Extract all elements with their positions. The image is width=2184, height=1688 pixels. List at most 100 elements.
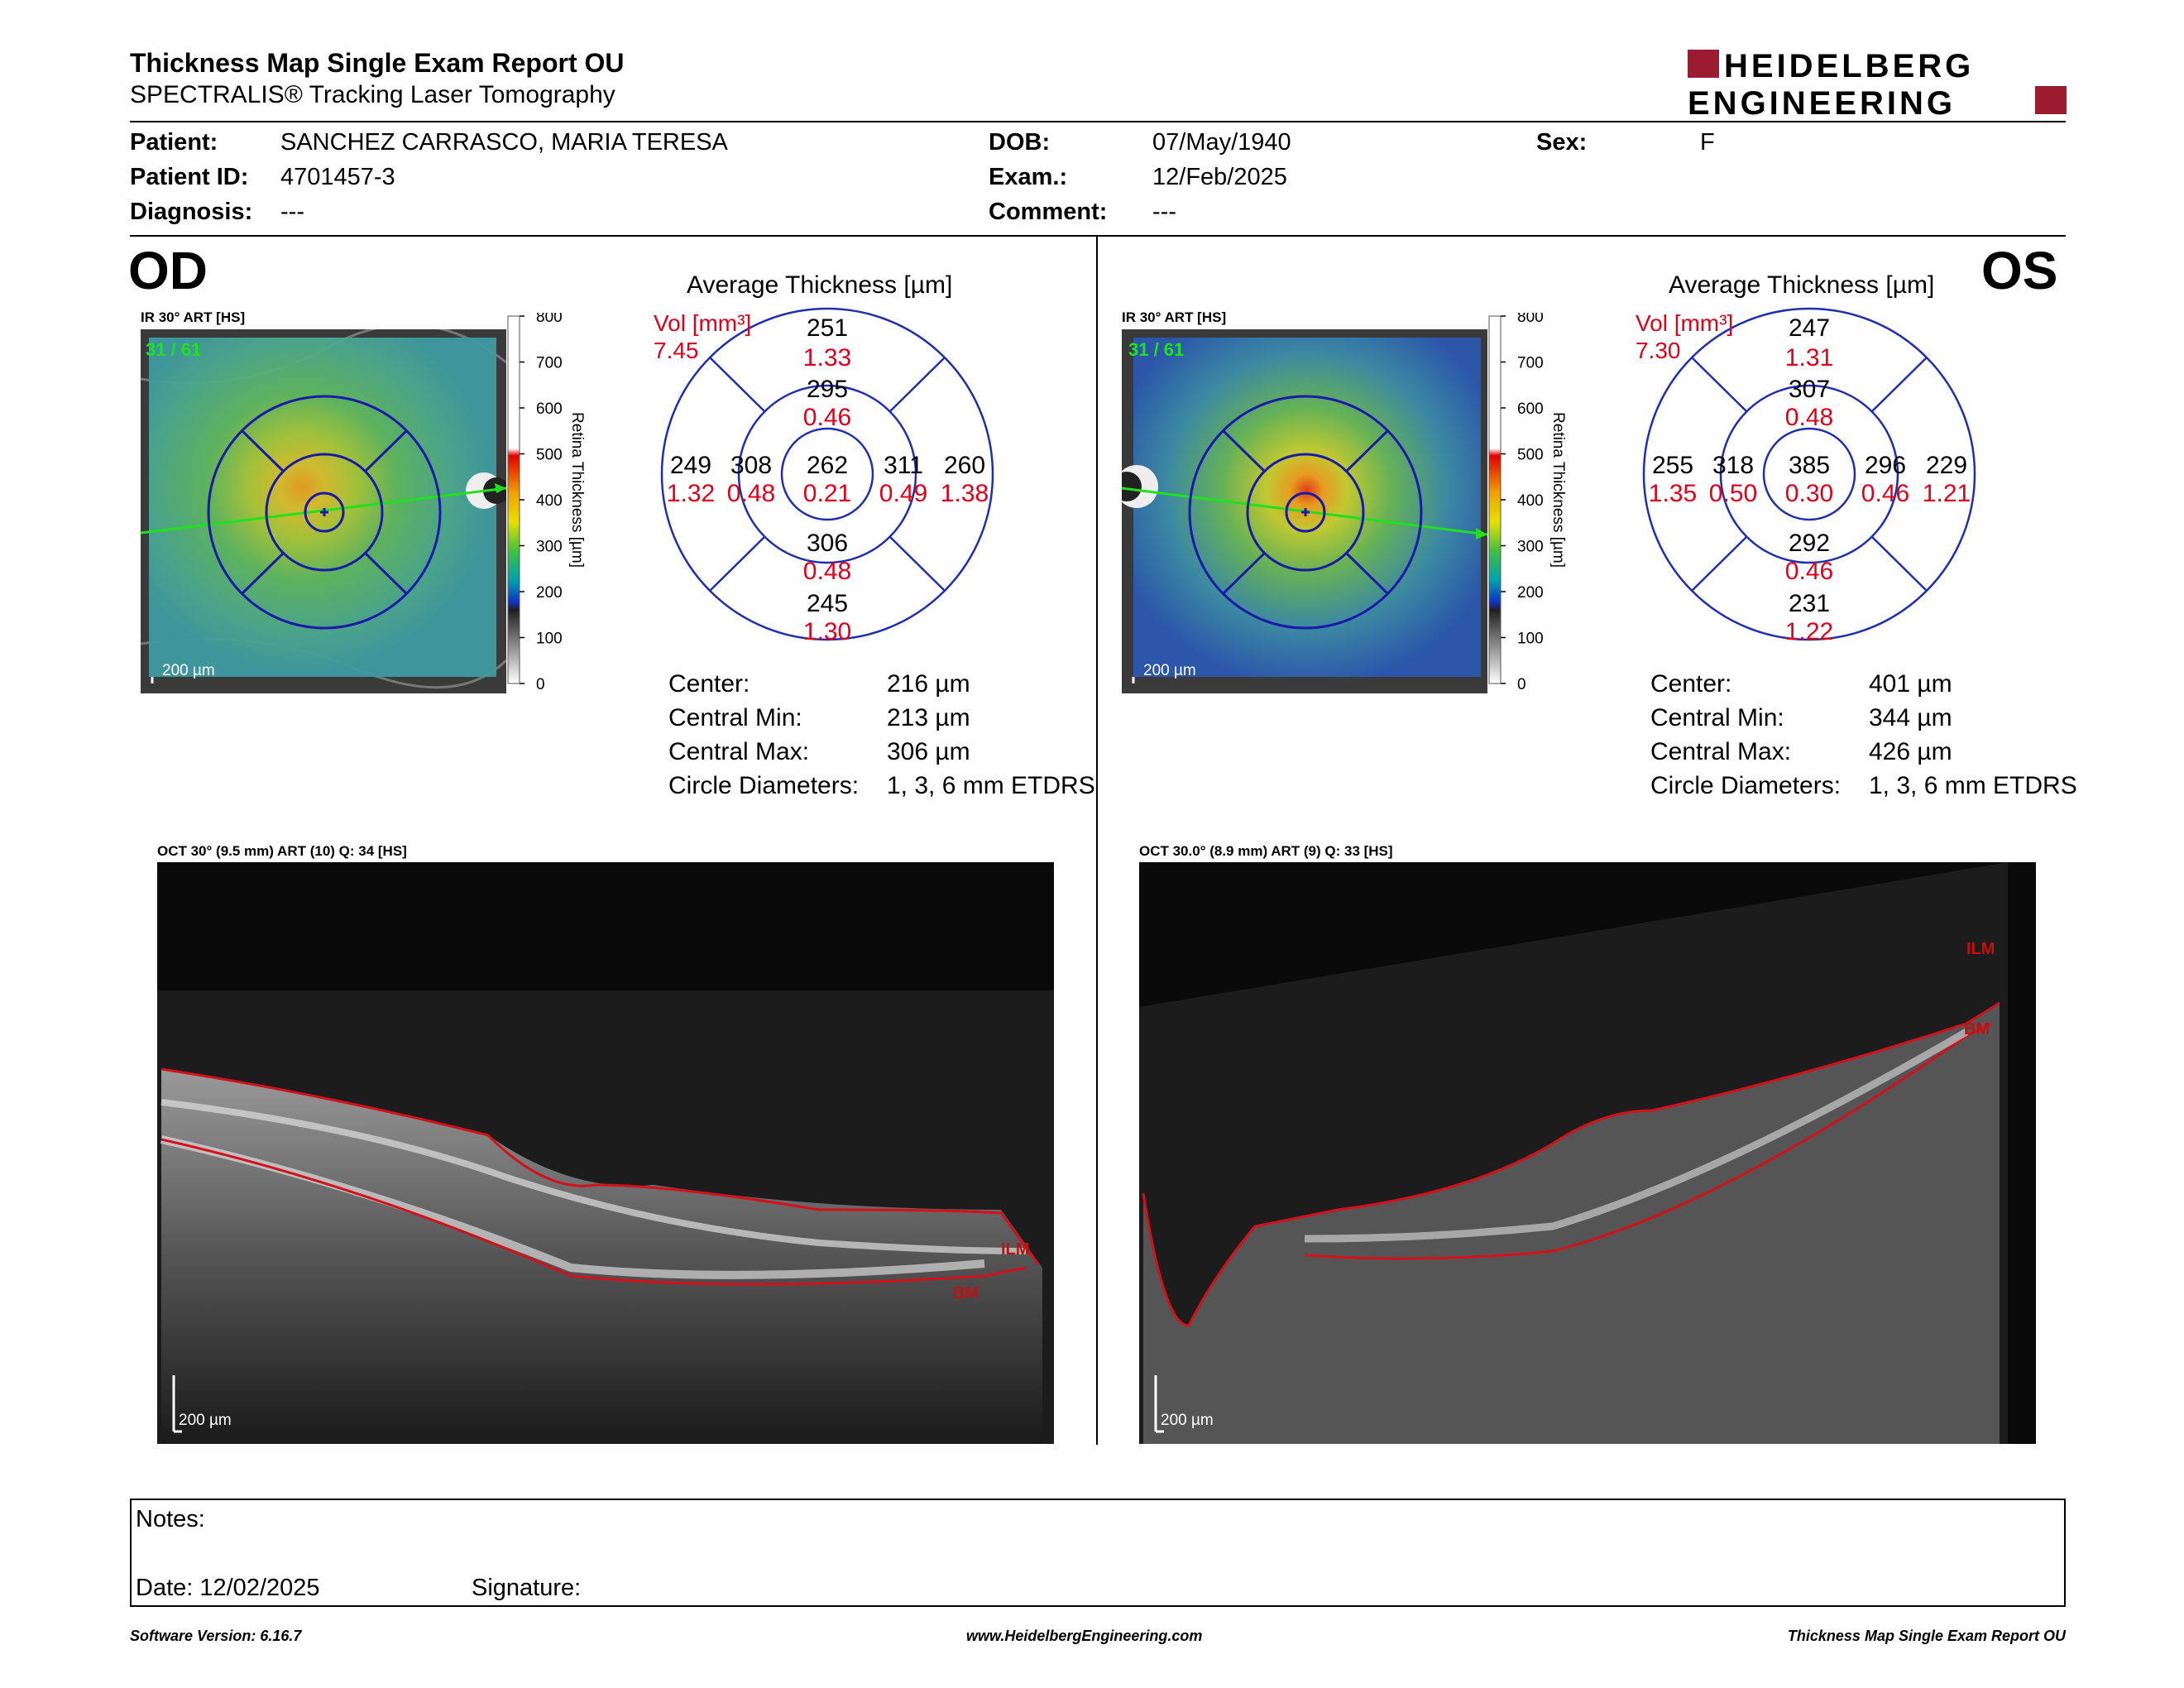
od-outer-temp-thk: 249 xyxy=(670,452,711,479)
colorbar-tick-label: 700 xyxy=(536,355,563,372)
od-inner-sup-thk: 295 xyxy=(807,376,848,403)
od-outer-temp-vol: 1.32 xyxy=(667,480,715,507)
od-outer-sup-vol: 1.33 xyxy=(803,344,851,372)
od-vol-label: Vol [mm³] xyxy=(654,310,751,336)
os-inner-nas-thk: 296 xyxy=(1865,452,1906,479)
od-inner-temp-thk: 308 xyxy=(730,452,772,479)
sex-label: Sex: xyxy=(1536,129,1588,156)
od-inner-sup-vol: 0.46 xyxy=(803,404,851,431)
patient-id: 4701457-3 xyxy=(280,164,395,190)
od-stat-min-value: 213 µm xyxy=(887,704,970,731)
diagnosis-label: Diagnosis: xyxy=(130,199,253,225)
os-stat-min-label: Central Min: xyxy=(1650,704,1784,731)
od-vol-total: 7.45 xyxy=(654,338,699,363)
od-stat-max-label: Central Max: xyxy=(668,738,810,765)
colorbar-tick-label: 600 xyxy=(1517,400,1544,418)
colorbar-tick-label: 200 xyxy=(536,584,563,602)
os-outer-sup-thk: 247 xyxy=(1789,314,1830,342)
os-vol-total: 7.30 xyxy=(1636,338,1681,363)
od-inner-inf-thk: 306 xyxy=(807,530,848,557)
colorbar-tick-label: 400 xyxy=(536,492,563,510)
od-inner-inf-vol: 0.48 xyxy=(803,558,851,585)
os-inner-sup-vol: 0.48 xyxy=(1785,404,1833,431)
od-ir-scale: 200 µm xyxy=(162,662,215,679)
os-colorbar-title: Retina Thickness [µm] xyxy=(1549,412,1567,568)
signature-label: Signature: xyxy=(472,1575,582,1601)
os-bm-label: BM xyxy=(1964,1020,1990,1038)
os-outer-nas-thk: 229 xyxy=(1926,452,1967,479)
os-inner-inf-vol: 0.46 xyxy=(1785,558,1833,585)
os-outer-nas-vol: 1.21 xyxy=(1923,480,1971,507)
os-outer-sup-vol: 1.31 xyxy=(1785,344,1833,372)
od-outer-inf-vol: 1.30 xyxy=(803,618,851,645)
os-outer-inf-thk: 231 xyxy=(1789,590,1830,617)
os-thickness-map: 31 / 61 200 µm xyxy=(1122,329,1487,693)
comment-label: Comment: xyxy=(989,199,1108,225)
os-inner-nas-vol: 0.46 xyxy=(1861,480,1909,507)
notes-label: Notes: xyxy=(136,1506,205,1532)
patient-label: Patient: xyxy=(130,129,218,156)
os-stat-center-value: 401 µm xyxy=(1869,670,1952,698)
colorbar-tick-label: 500 xyxy=(1517,447,1544,464)
od-thickness-map: 31 / 61 200 µm xyxy=(141,329,506,693)
notes-box[interactable] xyxy=(130,1499,2066,1607)
colorbar-tick-label: 400 xyxy=(1517,492,1544,510)
os-colorbar: 800 700 600 500 400 300 200 100 0 Retina Thickne… xyxy=(1488,313,1567,693)
od-stat-center-value: 216 µm xyxy=(887,670,970,698)
od-chart-title: Average Thickness [µm] xyxy=(687,271,953,299)
exam-label: Exam.: xyxy=(989,164,1068,190)
os-stat-diam-value: 1, 3, 6 mm ETDRS xyxy=(1869,772,2077,799)
od-stat-diam-value: 1, 3, 6 mm ETDRS xyxy=(887,772,1095,799)
colorbar-tick-label: 200 xyxy=(1517,584,1544,602)
od-stat-min-label: Central Min: xyxy=(668,704,802,731)
os-outer-inf-vol: 1.22 xyxy=(1785,618,1833,645)
logo-line-1: HEIDELBERG xyxy=(1724,48,1974,84)
os-stat-min-value: 344 µm xyxy=(1869,704,1952,731)
od-oct-label: OCT 30° (9.5 mm) ART (10) Q: 34 [HS] xyxy=(157,843,407,859)
patient-name: SANCHEZ CARRASCO, MARIA TERESA xyxy=(280,129,728,156)
colorbar-tick-label: 100 xyxy=(536,631,563,648)
sex-value: F xyxy=(1700,129,1715,156)
os-ir-frames: 31 / 61 xyxy=(1128,339,1184,360)
os-etdrs-grid: Vol [mm³] 7.30 247 1.31 307 0.48 255 1.3… xyxy=(1636,307,1976,645)
colorbar-tick-label: 0 xyxy=(536,676,545,693)
logo-line-2: ENGINEERING xyxy=(1688,85,1956,117)
os-inner-sup-thk: 307 xyxy=(1789,376,1830,403)
od-outer-nas-thk: 260 xyxy=(944,452,985,479)
os-oct-bscan: ILM BM 200 µm xyxy=(1139,862,2036,1444)
od-outer-sup-thk: 251 xyxy=(807,314,848,342)
os-vol-label: Vol [mm³] xyxy=(1636,310,1733,336)
os-center-thk: 385 xyxy=(1789,452,1830,479)
od-stat-diam-label: Circle Diameters: xyxy=(668,772,860,799)
diagnosis-value: --- xyxy=(280,199,304,225)
od-ir-label: IR 30° ART [HS] xyxy=(141,309,246,325)
os-colorbar-ticks: 800 700 600 500 400 300 200 100 0 xyxy=(1501,313,1544,693)
colorbar-tick-label: 800 xyxy=(536,313,563,326)
website-link[interactable]: www.HeidelbergEngineering.com xyxy=(966,1628,1203,1644)
os-inner-temp-vol: 0.50 xyxy=(1709,480,1757,507)
colorbar-tick-label: 300 xyxy=(536,539,563,556)
od-colorbar-title: Retina Thickness [µm] xyxy=(568,412,586,568)
report-subtitle: SPECTRALIS® Tracking Laser Tomography xyxy=(130,81,615,108)
os-label: OS xyxy=(1981,241,2058,300)
os-oct-scale: 200 µm xyxy=(1161,1412,1214,1429)
colorbar-tick-label: 300 xyxy=(1517,539,1544,556)
eye-divider xyxy=(1096,237,1098,1445)
os-center-vol: 0.30 xyxy=(1785,480,1833,507)
od-inner-temp-vol: 0.48 xyxy=(727,480,775,507)
od-center-thk: 262 xyxy=(807,452,848,479)
date-label: Date: 12/02/2025 xyxy=(136,1575,320,1601)
patient-id-label: Patient ID: xyxy=(130,164,249,190)
os-stat-diam-label: Circle Diameters: xyxy=(1650,772,1842,799)
od-center-vol: 0.21 xyxy=(803,480,851,507)
os-inner-temp-thk: 318 xyxy=(1712,452,1754,479)
os-ir-label: IR 30° ART [HS] xyxy=(1122,309,1227,325)
footer-report-title: Thickness Map Single Exam Report OU xyxy=(1787,1628,2066,1644)
os-ilm-label: ILM xyxy=(1966,940,1995,958)
od-label: OD xyxy=(128,241,208,300)
colorbar-tick-label: 500 xyxy=(536,447,563,464)
patient-divider xyxy=(130,235,2066,237)
od-oct-scale: 200 µm xyxy=(179,1412,232,1429)
dob-label: DOB: xyxy=(989,129,1051,156)
comment-value: --- xyxy=(1152,199,1176,225)
